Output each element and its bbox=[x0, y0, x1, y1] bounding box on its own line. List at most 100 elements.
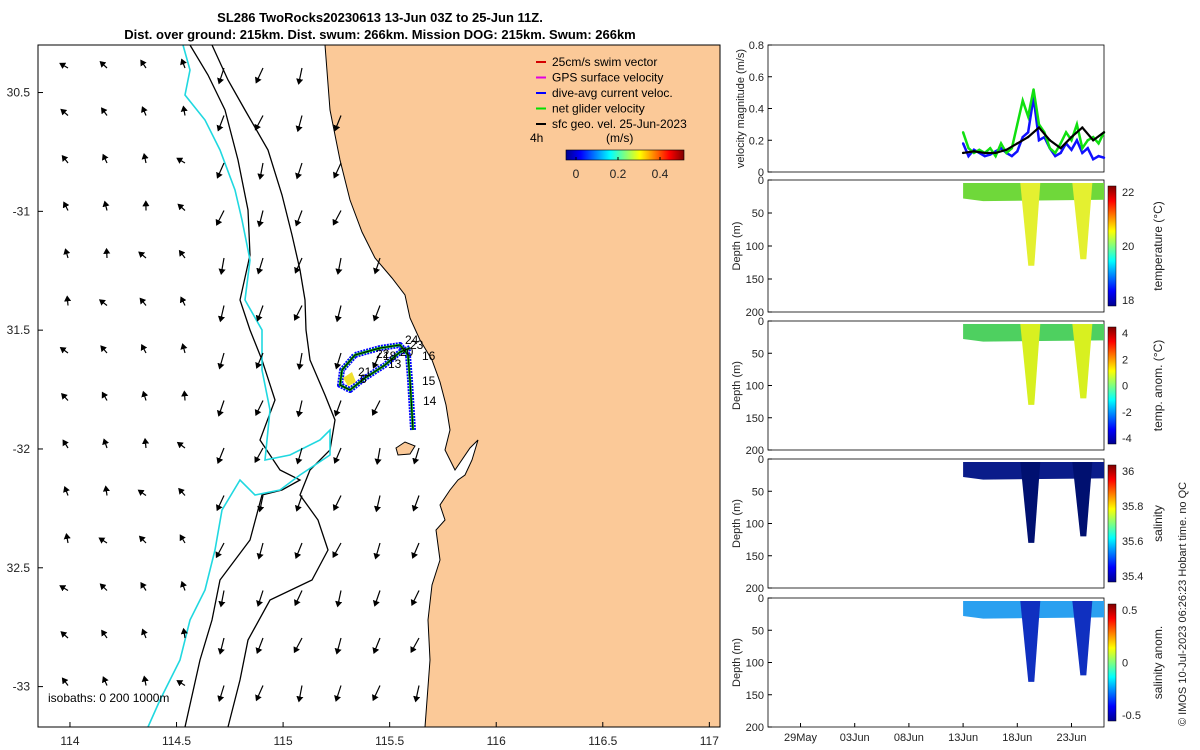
map-x-tick-label: 114.5 bbox=[162, 734, 191, 748]
map-x-tick-label: 115.5 bbox=[375, 734, 404, 748]
colorbar-label: temperature (°C) bbox=[1151, 201, 1165, 291]
current-arrow bbox=[295, 162, 303, 180]
colorbar-tick: -4 bbox=[1122, 433, 1132, 445]
panel-colorbar bbox=[1107, 464, 1117, 583]
section-image bbox=[963, 601, 1104, 682]
current-arrow bbox=[180, 580, 187, 591]
current-arrow bbox=[296, 685, 304, 703]
colorbar-tick: 20 bbox=[1122, 241, 1134, 253]
current-arrow bbox=[216, 447, 225, 464]
series-point bbox=[1037, 126, 1041, 129]
current-arrow bbox=[372, 637, 381, 654]
series-point bbox=[983, 154, 986, 158]
series-point bbox=[1021, 99, 1024, 102]
series-net-glider-velocity bbox=[961, 88, 1106, 159]
section-plume bbox=[1020, 183, 1041, 266]
current-arrow bbox=[98, 537, 108, 544]
map-x-tick-label: 116.5 bbox=[588, 734, 617, 748]
current-arrow bbox=[62, 439, 69, 449]
series-point bbox=[1064, 142, 1068, 145]
map-y-tick-label: -31 bbox=[13, 204, 31, 218]
current-arrow bbox=[141, 153, 149, 164]
legend-time-tag: 4h bbox=[530, 131, 543, 145]
series-point bbox=[1010, 146, 1014, 150]
series-point bbox=[1075, 123, 1079, 126]
current-arrow bbox=[138, 535, 147, 544]
colorbar-tick: 0 bbox=[1122, 381, 1128, 393]
current-arrow bbox=[372, 590, 381, 607]
section-plume bbox=[1072, 462, 1093, 537]
current-arrow bbox=[255, 352, 264, 369]
current-arrow bbox=[257, 162, 265, 180]
series-point bbox=[978, 151, 981, 155]
current-arrow bbox=[64, 295, 72, 306]
section-plume bbox=[1020, 462, 1041, 543]
current-arrow bbox=[412, 447, 420, 465]
track-day-label: 18 bbox=[383, 349, 397, 363]
speed-colorbar bbox=[565, 149, 685, 161]
current-arrow bbox=[294, 257, 303, 274]
panel-colorbar bbox=[1107, 326, 1117, 445]
current-arrow bbox=[218, 257, 226, 275]
current-arrow bbox=[176, 157, 186, 164]
current-arrow bbox=[61, 393, 69, 401]
section-image bbox=[963, 183, 1104, 266]
section-image bbox=[963, 324, 1104, 405]
current-arrow bbox=[333, 400, 342, 417]
current-arrow bbox=[101, 107, 108, 116]
colorbar-tick: 0.5 bbox=[1122, 605, 1137, 617]
series-point bbox=[1091, 135, 1095, 139]
glider-track bbox=[337, 342, 416, 431]
series-point bbox=[1054, 151, 1057, 155]
series-point bbox=[1059, 142, 1062, 145]
current-arrow bbox=[216, 115, 225, 132]
current-arrow bbox=[180, 105, 188, 116]
current-arrow bbox=[256, 590, 264, 607]
series-point bbox=[1043, 131, 1046, 134]
track-day-label: 15 bbox=[422, 374, 436, 388]
series-point bbox=[999, 146, 1003, 150]
track-day-label: 14 bbox=[423, 394, 437, 408]
colorbar-tick-label: 0 bbox=[573, 167, 580, 181]
colorbar-tick: 2 bbox=[1122, 354, 1128, 366]
series-point bbox=[1026, 115, 1030, 118]
panel-colorbar bbox=[1107, 185, 1117, 307]
colorbar-tick: 18 bbox=[1122, 295, 1134, 307]
series-point bbox=[1091, 158, 1095, 161]
current-arrow bbox=[99, 583, 108, 591]
current-arrow bbox=[295, 400, 303, 418]
legend-entry: GPS surface velocity bbox=[552, 71, 663, 85]
current-arrow bbox=[61, 677, 69, 686]
chart-title-line2: Dist. over ground: 215km. Dist. swum: 26… bbox=[124, 27, 636, 42]
colorbar-tick: 36 bbox=[1122, 466, 1134, 478]
map-y-ticks: 30.5 -31 31.5 -32 32.5 -33 bbox=[7, 86, 43, 694]
series-point bbox=[994, 150, 997, 153]
map-y-tick-label: -32 bbox=[13, 442, 31, 456]
series-point bbox=[1081, 146, 1084, 150]
series-point bbox=[1059, 151, 1062, 155]
current-arrow bbox=[179, 296, 187, 306]
land-mass bbox=[324, 45, 720, 727]
series-point bbox=[1059, 146, 1062, 150]
current-arrow bbox=[180, 627, 188, 639]
current-arrow bbox=[102, 200, 110, 211]
series-point bbox=[1026, 131, 1030, 134]
current-arrow bbox=[140, 343, 148, 354]
current-arrow bbox=[215, 210, 225, 226]
current-arrow bbox=[141, 437, 150, 449]
series-point bbox=[961, 131, 965, 134]
map-x-ticks: 114 114.5 115 115.5 116 116.5 117 bbox=[60, 722, 719, 748]
current-arrow bbox=[373, 495, 381, 513]
series-point bbox=[972, 148, 976, 151]
series-point bbox=[1016, 123, 1019, 126]
current-arrow bbox=[332, 495, 342, 511]
colorbar-tick: 35.8 bbox=[1122, 501, 1143, 513]
series-point bbox=[1032, 96, 1035, 99]
current-arrow bbox=[138, 251, 147, 259]
series-point bbox=[1070, 135, 1073, 139]
track-day-label: 21 bbox=[358, 365, 372, 379]
current-arrow bbox=[332, 210, 342, 226]
current-arrow bbox=[60, 108, 69, 116]
